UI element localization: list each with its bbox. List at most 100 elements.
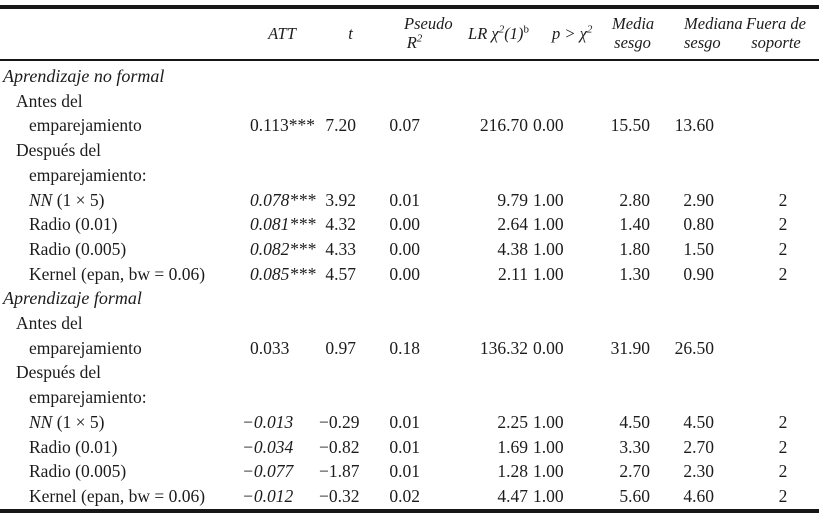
cell-lr: 2.64	[497, 214, 528, 235]
lr-chi2-header-sup: 2	[498, 23, 505, 35]
cell-t: 0.97	[325, 337, 356, 358]
col-header-lr-chi2: LR χ2(1)b	[426, 7, 532, 61]
row-label: emparejamiento	[29, 337, 142, 358]
cell-lr: 4.47	[497, 485, 528, 506]
cell-fuera: 2	[778, 461, 788, 482]
table-row: emparejamiento:	[0, 163, 819, 188]
cell-lr: 4.38	[497, 238, 528, 259]
cell-t: 4.33	[325, 238, 356, 259]
cell-att	[246, 360, 318, 385]
cell-fuera	[718, 360, 819, 385]
col-header-att: ATT	[246, 7, 318, 61]
cell-t	[318, 286, 364, 311]
cell-p	[532, 360, 572, 385]
row-label: emparejamiento:	[29, 387, 147, 408]
cell-mediana: 2.30	[683, 461, 714, 482]
row-label: Aprendizaje formal	[3, 288, 142, 309]
lr-chi2-header-footnote-b: b	[523, 23, 529, 35]
cell-att	[246, 311, 318, 336]
cell-pseudo	[364, 311, 426, 336]
cell-fuera	[718, 60, 819, 89]
table-row: NN (1 × 5) 0.078*** 3.92 0.01 9.79 1.00 2.80 2.…	[0, 188, 819, 213]
cell-t	[318, 138, 364, 163]
table-row: NN (1 × 5) −0.013 −0.29 0.01 2.25 1.00 4.50 4.5…	[0, 410, 819, 435]
table-row: Radio (0.005) −0.077 −1.87 0.01 1.28 1.00 2.70…	[0, 459, 819, 484]
table-row: Después del	[0, 360, 819, 385]
row-label: Radio (0.01)	[29, 214, 118, 235]
cell-pseudo	[364, 360, 426, 385]
cell-att	[246, 138, 318, 163]
cell-fuera: 2	[778, 411, 788, 432]
att-header-label: ATT	[268, 23, 296, 43]
cell-media	[572, 385, 654, 410]
cell-att	[246, 385, 318, 410]
cell-pseudo: 0.01	[389, 411, 420, 432]
cell-att: 0.033	[250, 337, 290, 358]
cell-mediana	[654, 311, 718, 336]
cell-p: 0.00	[533, 115, 564, 136]
cell-fuera: 2	[778, 436, 788, 457]
table-body: Aprendizaje no formal Antes del emparejami…	[0, 60, 819, 511]
cell-fuera: 2	[778, 214, 788, 235]
cell-pseudo: 0.01	[389, 461, 420, 482]
row-label: Kernel (epan, bw = 0.06)	[29, 263, 206, 284]
cell-fuera	[718, 89, 819, 114]
table-row: emparejamiento 0.033 0.97 0.18 136.32 0.00 31.…	[0, 336, 819, 361]
cell-t	[318, 163, 364, 188]
cell-pseudo	[364, 89, 426, 114]
row-label: emparejamiento:	[29, 164, 147, 185]
pseudo-r2-header-base: R	[406, 33, 417, 52]
cell-mediana	[654, 89, 718, 114]
mediana-sesgo-header-line1: Mediana	[684, 14, 743, 33]
cell-t: 4.57	[325, 263, 356, 284]
cell-media	[572, 286, 654, 311]
table-row: Radio (0.01) −0.034 −0.82 0.01 1.69 1.00 3.30 2…	[0, 435, 819, 460]
cell-p: 0.00	[533, 337, 564, 358]
cell-mediana	[654, 286, 718, 311]
table-row: Kernel (epan, bw = 0.06) −0.012 −0.32 0.02 4…	[0, 484, 819, 511]
cell-pseudo: 0.02	[389, 485, 420, 506]
table-row: emparejamiento 0.113*** 7.20 0.07 216.70 0.00…	[0, 113, 819, 138]
cell-lr	[426, 89, 532, 114]
cell-att: −0.013	[242, 411, 294, 432]
cell-fuera	[718, 163, 819, 188]
cell-t	[318, 360, 364, 385]
cell-lr	[426, 360, 532, 385]
table-row: Kernel (epan, bw = 0.06) 0.085*** 4.57 0.00…	[0, 262, 819, 287]
cell-media	[572, 163, 654, 188]
cell-att: −0.034	[242, 436, 294, 457]
col-header-fuera-de-soporte: Fuera de soporte	[718, 7, 819, 61]
cell-media: 1.30	[619, 263, 650, 284]
row-label: NN (1 × 5)	[29, 189, 105, 210]
cell-fuera: 2	[778, 485, 788, 506]
cell-pseudo	[364, 286, 426, 311]
cell-lr: 2.11	[498, 263, 528, 284]
cell-media: 5.60	[619, 485, 650, 506]
row-label: NN (1 × 5)	[29, 411, 105, 432]
cell-att: −0.077	[242, 461, 294, 482]
row-label: Después del	[16, 140, 102, 161]
cell-media: 1.40	[619, 214, 650, 235]
col-header-t: t	[318, 7, 364, 61]
cell-media: 2.70	[619, 461, 650, 482]
col-header-media-sesgo: Media sesgo	[572, 7, 654, 61]
cell-pseudo: 0.18	[389, 337, 420, 358]
cell-mediana	[654, 138, 718, 163]
cell-lr: 2.25	[497, 411, 528, 432]
cell-att: 0.113***	[250, 115, 315, 136]
row-label: Radio (0.005)	[29, 238, 127, 259]
row-label: Aprendizaje no formal	[3, 66, 165, 86]
cell-fuera: 2	[778, 263, 788, 284]
cell-fuera	[718, 311, 819, 336]
cell-p: 1.00	[533, 436, 564, 457]
cell-p: 1.00	[533, 263, 564, 284]
cell-mediana	[654, 163, 718, 188]
p-chi2-header-sup: 2	[586, 23, 593, 35]
cell-lr	[426, 311, 532, 336]
p-chi2-header-base: p > χ	[552, 23, 587, 43]
cell-p	[532, 138, 572, 163]
col-header-blank	[0, 7, 246, 61]
cell-p	[532, 286, 572, 311]
cell-fuera	[718, 385, 819, 410]
